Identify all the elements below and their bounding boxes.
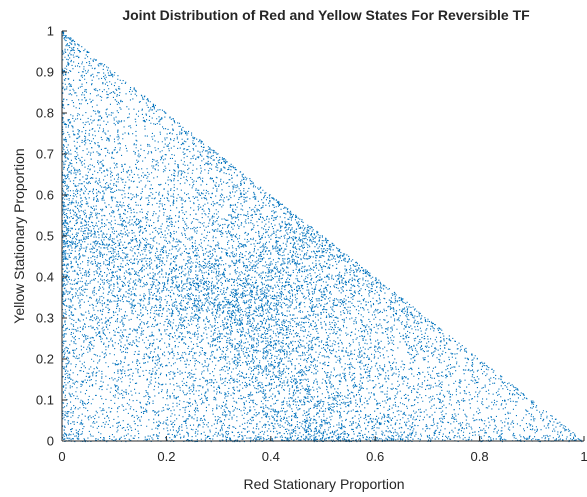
y-tick-label: 0.1	[36, 393, 54, 408]
y-tick-label: 0.4	[36, 270, 54, 285]
x-tick-label: 0	[58, 449, 65, 464]
y-tick-label: 0.7	[36, 147, 54, 162]
x-tick-labels: 0 0.2 0.4 0.6 0.8 1	[58, 436, 587, 464]
scatter-series	[62, 31, 583, 443]
scatter-points	[62, 31, 583, 443]
x-tick-label: 0.4	[262, 449, 280, 464]
y-tick-label: 0.8	[36, 106, 54, 121]
y-tick-label: 1	[47, 24, 54, 39]
y-tick-labels: 0 0.1 0.2 0.3 0.4 0.5 0.6 0.7 0.8 0.9 1	[36, 24, 67, 449]
x-tick-label: 0.8	[471, 449, 489, 464]
x-tick-label: 0.6	[366, 449, 384, 464]
y-tick-label: 0.6	[36, 188, 54, 203]
x-tick-label: 0.2	[157, 449, 175, 464]
x-axis-label: Red Stationary Proportion	[243, 476, 404, 492]
y-tick-label: 0	[47, 434, 54, 449]
chart-title: Joint Distribution of Red and Yellow Sta…	[122, 7, 530, 23]
y-tick-label: 0.5	[36, 229, 54, 244]
y-axis-label: Yellow Stationary Proportion	[11, 148, 27, 323]
y-tick-label: 0.3	[36, 311, 54, 326]
y-tick-label: 0.2	[36, 352, 54, 367]
y-tick-label: 0.9	[36, 65, 54, 80]
x-tick-label: 1	[580, 449, 587, 464]
